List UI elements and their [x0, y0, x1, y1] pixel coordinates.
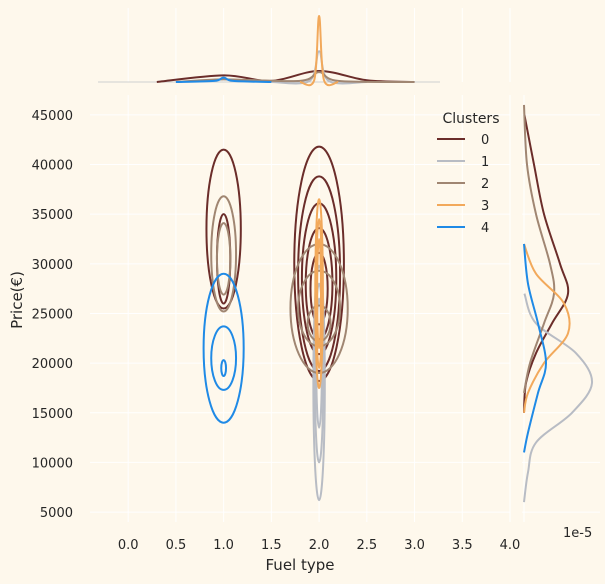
y-tick-labels: 5000 10000 15000 20000 25000 30000 35000 40000 4…	[32, 109, 73, 521]
y-tick-label: 20000	[32, 357, 73, 372]
right-marginal-panel: 1e-5	[522, 95, 600, 541]
right-marginal-curve-cluster-3	[523, 243, 571, 413]
x-tick-label: 0.0	[118, 538, 139, 553]
x-tick-label: 4.0	[500, 538, 521, 553]
y-axis-label: Price(€)	[8, 271, 26, 329]
kde-contour-cluster-0	[297, 175, 342, 373]
x-axis-label: Fuel type	[266, 556, 335, 574]
kde-contour-cluster-2	[215, 222, 232, 296]
legend-label-cluster-1: 1	[481, 155, 489, 170]
y-tick-label: 10000	[32, 456, 73, 471]
y-tick-label: 40000	[32, 159, 73, 174]
legend: Clusters 0 1 2 3 4	[437, 111, 499, 236]
top-marginal-background	[90, 8, 510, 84]
x-tick-label: 2.5	[356, 538, 377, 553]
legend-title: Clusters	[443, 111, 500, 127]
top-marginal-curve-cluster-0	[156, 69, 415, 83]
right-marginal-curve-cluster-2	[523, 104, 556, 394]
top-marginal-curve-cluster-3	[299, 14, 339, 87]
legend-label-cluster-3: 3	[481, 199, 489, 214]
right-marginal-grid	[522, 95, 600, 522]
x-tick-label: 3.0	[404, 538, 425, 553]
y-tick-label: 15000	[32, 407, 73, 422]
right-marginal-curve-cluster-4	[523, 243, 548, 453]
y-tick-label: 30000	[32, 258, 73, 273]
kde-contour-cluster-3	[316, 237, 323, 350]
top-marginal-grid	[127, 8, 511, 82]
x-tick-label: 2.0	[309, 538, 330, 553]
kde-contour-cluster-1	[312, 264, 326, 502]
right-marginal-curves	[523, 104, 594, 503]
top-marginal-curves	[156, 14, 415, 87]
right-marginal-scale-label: 1e-5	[563, 526, 592, 541]
kde-contour-cluster-4	[220, 359, 228, 378]
kde-contour-cluster-0	[293, 145, 345, 382]
legend-label-cluster-2: 2	[481, 177, 489, 192]
kde-contour-cluster-2	[210, 195, 238, 313]
top-marginal-curve-cluster-1	[271, 50, 367, 85]
kde-contour-cluster-0	[304, 227, 334, 341]
kde-contour-cluster-0	[309, 251, 329, 326]
x-tick-label: 1.0	[213, 538, 234, 553]
legend-entries: 0 1 2 3 4	[437, 133, 489, 236]
kde-contour-cluster-0	[205, 148, 242, 310]
kde-contour-cluster-4	[210, 325, 238, 391]
kde-contour-cluster-4	[202, 272, 245, 424]
x-tick-label: 1.5	[261, 538, 282, 553]
x-tick-label: 0.5	[166, 538, 187, 553]
kde-contour-cluster-0	[300, 202, 338, 356]
y-tick-label: 25000	[32, 307, 73, 322]
main-grid	[90, 95, 511, 522]
legend-label-cluster-4: 4	[481, 221, 489, 236]
legend-label-cluster-0: 0	[481, 133, 489, 148]
y-tick-label: 45000	[32, 109, 73, 124]
y-tick-label: 35000	[32, 208, 73, 223]
main-contours	[202, 145, 349, 502]
x-tick-label: 3.5	[452, 538, 473, 553]
y-tick-label: 5000	[40, 506, 73, 521]
top-marginal-curve-cluster-4	[175, 76, 272, 83]
top-marginal-panel	[90, 8, 511, 87]
main-kde-panel: 0.0 0.5 1.0 1.5 2.0 2.5 3.0 3.5 4.0 500010000150…	[8, 95, 520, 574]
x-tick-labels: 0.0 0.5 1.0 1.5 2.0 2.5 3.0 3.5 4.0	[118, 538, 521, 553]
